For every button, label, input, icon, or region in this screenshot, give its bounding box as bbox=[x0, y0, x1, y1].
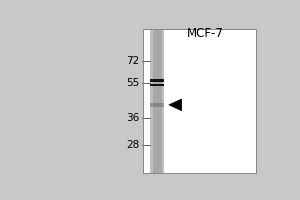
Text: 28: 28 bbox=[127, 140, 140, 150]
Text: 36: 36 bbox=[127, 113, 140, 123]
Bar bbox=[150, 29, 164, 173]
Text: 55: 55 bbox=[127, 78, 140, 88]
Text: 72: 72 bbox=[127, 56, 140, 66]
Text: MCF-7: MCF-7 bbox=[187, 27, 223, 40]
Bar bbox=[150, 79, 164, 82]
Bar bbox=[143, 29, 256, 173]
Polygon shape bbox=[169, 99, 182, 111]
Bar bbox=[150, 84, 164, 86]
Bar bbox=[150, 103, 164, 107]
Bar bbox=[153, 29, 162, 173]
